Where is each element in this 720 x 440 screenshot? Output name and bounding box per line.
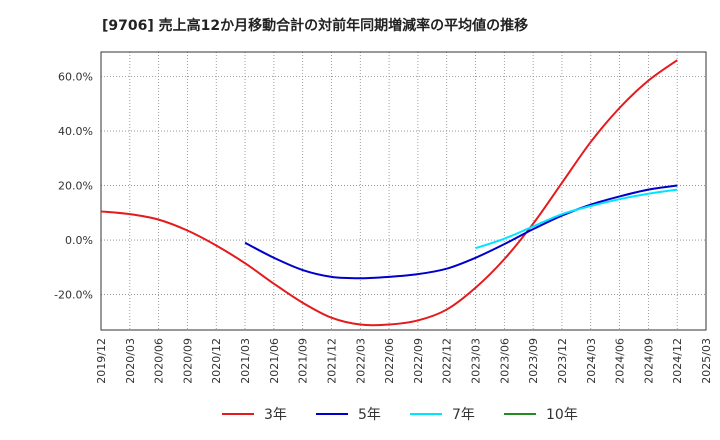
y-tick-label: -20.0% [54,289,93,302]
series-lines [100,59,678,327]
x-tick-label: 2021/09 [297,338,310,384]
legend-label-3年: 3年 [264,407,287,423]
grid [100,52,707,330]
x-tick-label: 2024/06 [614,338,627,384]
plot-area [101,52,706,330]
series-line-3年 [100,59,678,327]
x-tick-label: 2023/03 [470,338,483,384]
plot-frame [100,51,707,331]
y-tick-label: 20.0% [58,180,93,193]
x-tick-label: 2020/06 [153,338,166,384]
x-tick-label: 2022/09 [412,338,425,384]
series-line-7年 [475,188,678,250]
x-tick-label: 2021/06 [268,338,281,384]
x-tick-label: 2020/03 [124,338,137,384]
chart-title: [9706] 売上高12か月移動合計の対前年同期増減率の平均値の推移 [102,17,528,34]
x-tick-label: 2022/06 [383,338,396,384]
x-tick-label: 2024/12 [671,338,684,384]
x-tick-label: 2020/09 [181,338,194,384]
y-tick-label: 60.0% [58,71,93,84]
series-line-5年 [244,184,678,280]
y-tick-label: 0.0% [65,234,93,247]
x-tick-label: 2022/12 [441,338,454,384]
x-tick-label: 2021/03 [239,338,252,384]
x-tick-label: 2024/03 [585,338,598,384]
x-tick-label: 2024/09 [642,338,655,384]
x-tick-label: 2019/12 [95,338,108,384]
x-tick-label: 2023/09 [527,338,540,384]
x-tick-label: 2022/03 [354,338,367,384]
x-tick-label: 2025/03 [700,338,713,384]
y-tick-label: 40.0% [58,125,93,138]
legend-label-10年: 10年 [546,407,578,423]
legend: 3年 5年 7年 10年 [222,407,578,423]
x-tick-label: 2023/12 [556,338,569,384]
x-tick-label: 2021/12 [325,338,338,384]
x-tick-label: 2023/06 [498,338,511,384]
x-tick-label: 2020/12 [210,338,223,384]
plot-background [101,52,706,330]
axes: 60.0% 40.0% 20.0% 0.0% -20.0% 2019/12 2020/03 2… [54,51,713,384]
legend-label-7年: 7年 [452,407,475,423]
legend-label-5年: 5年 [358,407,381,423]
